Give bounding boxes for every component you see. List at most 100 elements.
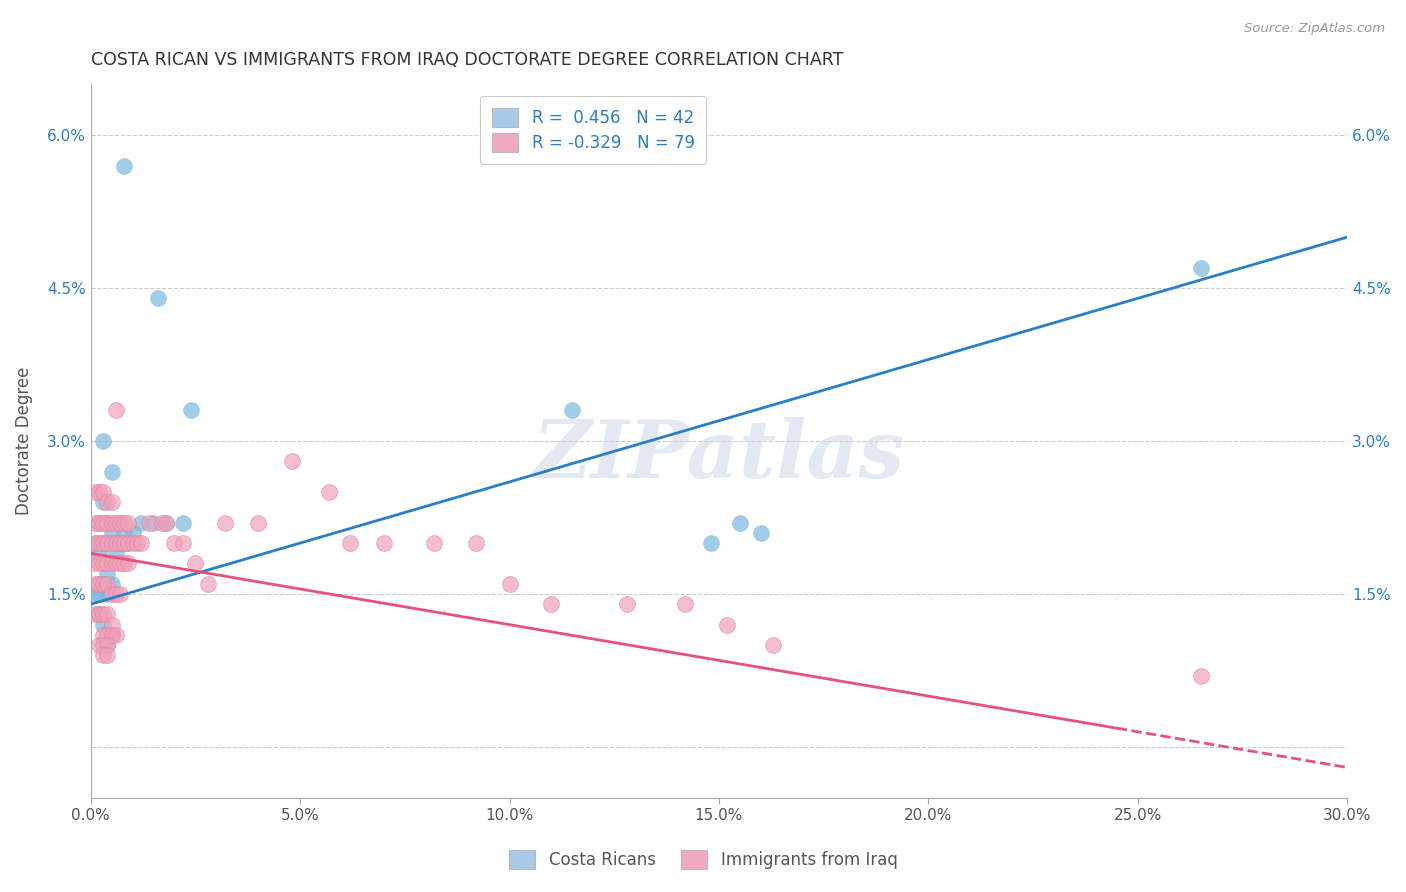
Point bbox=[1189, 260, 1212, 275]
Point bbox=[100, 536, 122, 550]
Point bbox=[100, 577, 122, 591]
Point bbox=[91, 434, 114, 448]
Point bbox=[561, 403, 583, 417]
Point bbox=[91, 485, 114, 500]
Point bbox=[100, 587, 122, 601]
Point bbox=[129, 536, 152, 550]
Point bbox=[87, 638, 110, 652]
Text: Source: ZipAtlas.com: Source: ZipAtlas.com bbox=[1244, 22, 1385, 36]
Point bbox=[155, 516, 177, 530]
Point bbox=[247, 516, 270, 530]
Point bbox=[716, 617, 738, 632]
Point bbox=[318, 485, 340, 500]
Point bbox=[112, 536, 135, 550]
Point bbox=[373, 536, 395, 550]
Point bbox=[100, 557, 122, 571]
Point bbox=[104, 628, 127, 642]
Point bbox=[96, 638, 118, 652]
Point bbox=[96, 516, 118, 530]
Point bbox=[87, 536, 110, 550]
Point bbox=[83, 577, 105, 591]
Point bbox=[100, 516, 122, 530]
Point bbox=[108, 536, 131, 550]
Point bbox=[104, 557, 127, 571]
Point bbox=[96, 566, 118, 581]
Point bbox=[108, 516, 131, 530]
Point bbox=[91, 617, 114, 632]
Point bbox=[83, 536, 105, 550]
Point bbox=[87, 516, 110, 530]
Point bbox=[616, 597, 638, 611]
Point bbox=[214, 516, 236, 530]
Point bbox=[465, 536, 488, 550]
Point bbox=[96, 638, 118, 652]
Point bbox=[339, 536, 361, 550]
Text: COSTA RICAN VS IMMIGRANTS FROM IRAQ DOCTORATE DEGREE CORRELATION CHART: COSTA RICAN VS IMMIGRANTS FROM IRAQ DOCT… bbox=[90, 51, 844, 69]
Point bbox=[117, 516, 139, 530]
Point bbox=[121, 536, 143, 550]
Point bbox=[184, 557, 207, 571]
Point bbox=[121, 525, 143, 540]
Point bbox=[104, 587, 127, 601]
Point bbox=[117, 536, 139, 550]
Point bbox=[117, 557, 139, 571]
Point bbox=[91, 577, 114, 591]
Point bbox=[91, 638, 114, 652]
Point bbox=[280, 454, 302, 468]
Point bbox=[108, 587, 131, 601]
Point bbox=[180, 403, 202, 417]
Point bbox=[91, 557, 114, 571]
Point bbox=[104, 536, 127, 550]
Point bbox=[83, 587, 105, 601]
Point bbox=[155, 516, 177, 530]
Point bbox=[87, 516, 110, 530]
Point bbox=[100, 617, 122, 632]
Point bbox=[423, 536, 446, 550]
Point bbox=[100, 495, 122, 509]
Point bbox=[172, 516, 194, 530]
Point bbox=[87, 577, 110, 591]
Point bbox=[83, 485, 105, 500]
Point bbox=[96, 516, 118, 530]
Text: ZIPatlas: ZIPatlas bbox=[533, 417, 905, 494]
Point bbox=[104, 516, 127, 530]
Point bbox=[91, 607, 114, 622]
Point bbox=[104, 536, 127, 550]
Point bbox=[91, 516, 114, 530]
Point bbox=[96, 587, 118, 601]
Point bbox=[112, 525, 135, 540]
Point bbox=[87, 587, 110, 601]
Legend: R =  0.456   N = 42, R = -0.329   N = 79: R = 0.456 N = 42, R = -0.329 N = 79 bbox=[479, 96, 706, 164]
Point bbox=[197, 577, 219, 591]
Point bbox=[163, 536, 186, 550]
Point bbox=[108, 516, 131, 530]
Point bbox=[83, 607, 105, 622]
Point bbox=[96, 557, 118, 571]
Point bbox=[96, 536, 118, 550]
Point bbox=[91, 536, 114, 550]
Point bbox=[138, 516, 160, 530]
Point bbox=[150, 516, 173, 530]
Point bbox=[104, 403, 127, 417]
Point bbox=[146, 291, 169, 305]
Point bbox=[100, 628, 122, 642]
Point bbox=[96, 577, 118, 591]
Point bbox=[112, 516, 135, 530]
Point bbox=[87, 485, 110, 500]
Point bbox=[87, 607, 110, 622]
Point bbox=[125, 536, 148, 550]
Legend: Costa Ricans, Immigrants from Iraq: Costa Ricans, Immigrants from Iraq bbox=[499, 840, 907, 880]
Point bbox=[87, 546, 110, 560]
Point bbox=[100, 465, 122, 479]
Point bbox=[1189, 668, 1212, 682]
Point bbox=[96, 495, 118, 509]
Point bbox=[83, 516, 105, 530]
Point bbox=[675, 597, 697, 611]
Point bbox=[96, 648, 118, 663]
Point bbox=[96, 628, 118, 642]
Point bbox=[91, 495, 114, 509]
Point bbox=[749, 525, 772, 540]
Point bbox=[96, 536, 118, 550]
Point bbox=[108, 536, 131, 550]
Point bbox=[96, 607, 118, 622]
